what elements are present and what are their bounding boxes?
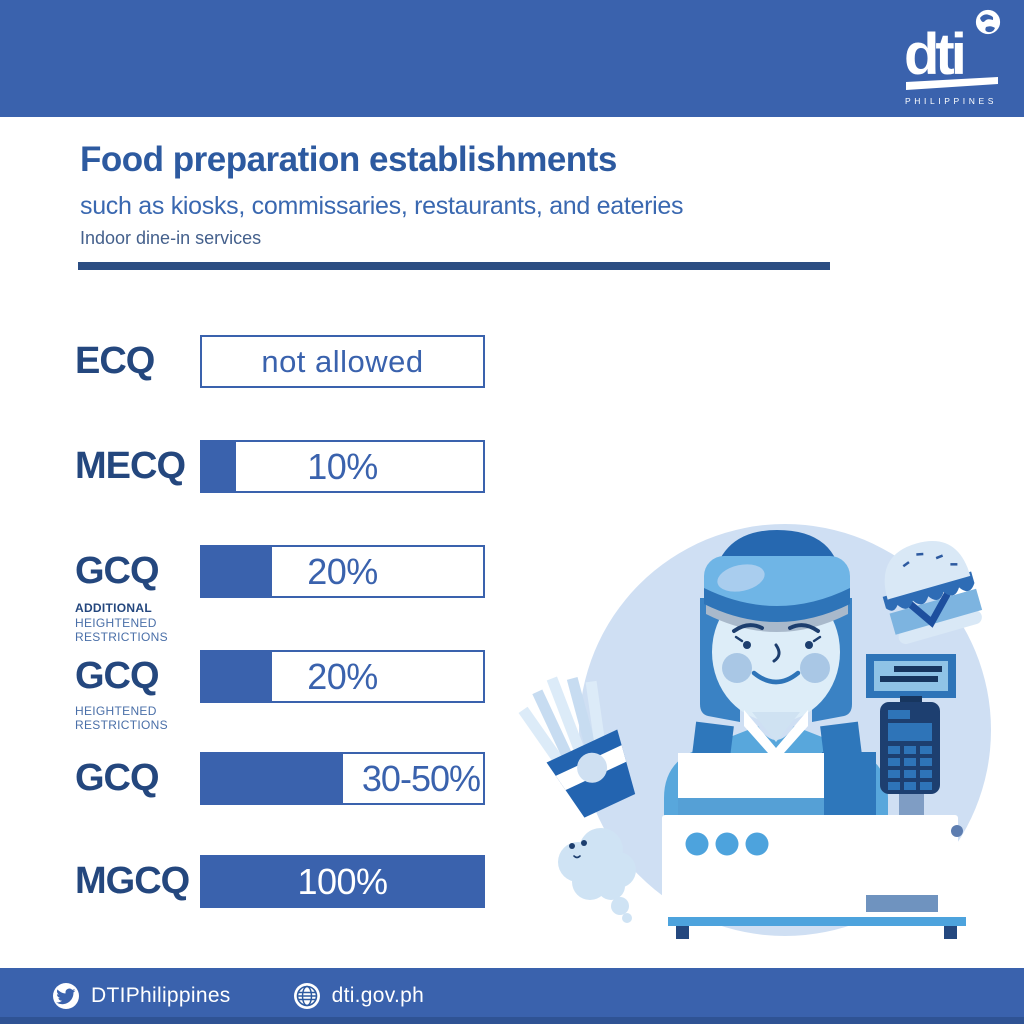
row-label: GCQ (75, 757, 160, 799)
bar-value: not allowed (261, 343, 424, 379)
eyebrow-right (788, 623, 820, 633)
page-title: Food preparation establishments (80, 140, 617, 179)
bar-fill (202, 442, 236, 491)
row-sublabel: HEIGHTENED RESTRICTIONS (75, 616, 168, 645)
page-subtitle: such as kiosks, commissaries, restaurant… (80, 192, 684, 220)
row-label: GCQ (75, 550, 160, 592)
bar-value: 20% (307, 550, 378, 592)
bar-value: 30-50% (361, 757, 481, 799)
smile (751, 670, 801, 685)
globe-icon (293, 983, 320, 1009)
chart-row-mecq: MECQ 10% (75, 440, 485, 493)
cheek-left (722, 653, 752, 683)
dti-logo-bar (906, 77, 998, 90)
footer-website: dti.gov.ph (293, 982, 425, 1010)
capacity-bar: 30-50% (200, 752, 485, 805)
footer-bar: DTIPhilippines dti.gov.ph (0, 968, 1024, 1024)
fries-icon (518, 676, 637, 818)
capacity-bar: 20% (200, 545, 485, 598)
chart-row-mgcq: MGCQ 100% (75, 855, 485, 908)
chart-row-gcq-ahr: GCQ ADDITIONAL HEIGHTENED RESTRICTIONS 2… (75, 545, 485, 645)
burger-icon (882, 541, 983, 645)
eyebrow-left (732, 623, 764, 633)
row-label: GCQ (75, 655, 160, 697)
footer-edge (0, 1017, 1024, 1024)
dti-logo-country: PHILIPPINES (905, 96, 997, 106)
eye-left (743, 641, 751, 649)
bar-fill (202, 652, 273, 701)
header-bar: dti PHILIPPINES (0, 0, 1024, 117)
visor-underbrim (706, 600, 848, 632)
nose (772, 643, 781, 663)
footer-twitter: DTIPhilippines (52, 982, 231, 1010)
title-divider (78, 262, 830, 270)
neck (752, 712, 800, 742)
collar (744, 710, 808, 762)
row-label: MECQ (75, 445, 186, 487)
row-label: MGCQ (75, 860, 190, 902)
apron-panel (678, 753, 824, 800)
bar-value: 20% (307, 655, 378, 697)
footer-twitter-handle: DTIPhilippines (91, 984, 231, 1007)
cashier-illustration (518, 524, 991, 939)
row-sublabel-bold: ADDITIONAL (75, 601, 152, 615)
twitter-icon (53, 983, 79, 1009)
eye-right (805, 641, 813, 649)
bar-fill (202, 547, 273, 596)
pos-terminal-icon (866, 654, 956, 820)
bar-fill (202, 754, 343, 803)
chart-row-gcq: GCQ 30-50% (75, 752, 485, 805)
capacity-bar: 100% (200, 855, 485, 908)
visor-brim (704, 588, 850, 622)
bar-value: 100% (297, 860, 388, 902)
dti-globe-icon (975, 9, 1001, 35)
row-label: ECQ (75, 340, 155, 382)
capacity-bar: not allowed (200, 335, 485, 388)
steam-cloud-icon (558, 828, 636, 923)
capacity-bar: 10% (200, 440, 485, 493)
footer-website-url: dti.gov.ph (331, 984, 425, 1007)
row-sublabel: HEIGHTENED RESTRICTIONS (75, 704, 168, 733)
counter (662, 815, 966, 939)
bar-fill (202, 857, 483, 906)
chart-row-gcq-hr: GCQ HEIGHTENED RESTRICTIONS 20% (75, 650, 485, 733)
cheek-right (800, 653, 830, 683)
page-note: Indoor dine-in services (80, 228, 262, 248)
capacity-bar: 20% (200, 650, 485, 703)
apron-side (822, 752, 876, 818)
apron-panel-shadow (678, 798, 824, 817)
dti-logo: dti PHILIPPINES (904, 9, 1001, 106)
chart-row-ecq: ECQ not allowed (75, 335, 485, 388)
bar-value: 10% (307, 445, 378, 487)
cashier-person (664, 530, 888, 832)
dti-logo-brand: dti (904, 22, 964, 87)
